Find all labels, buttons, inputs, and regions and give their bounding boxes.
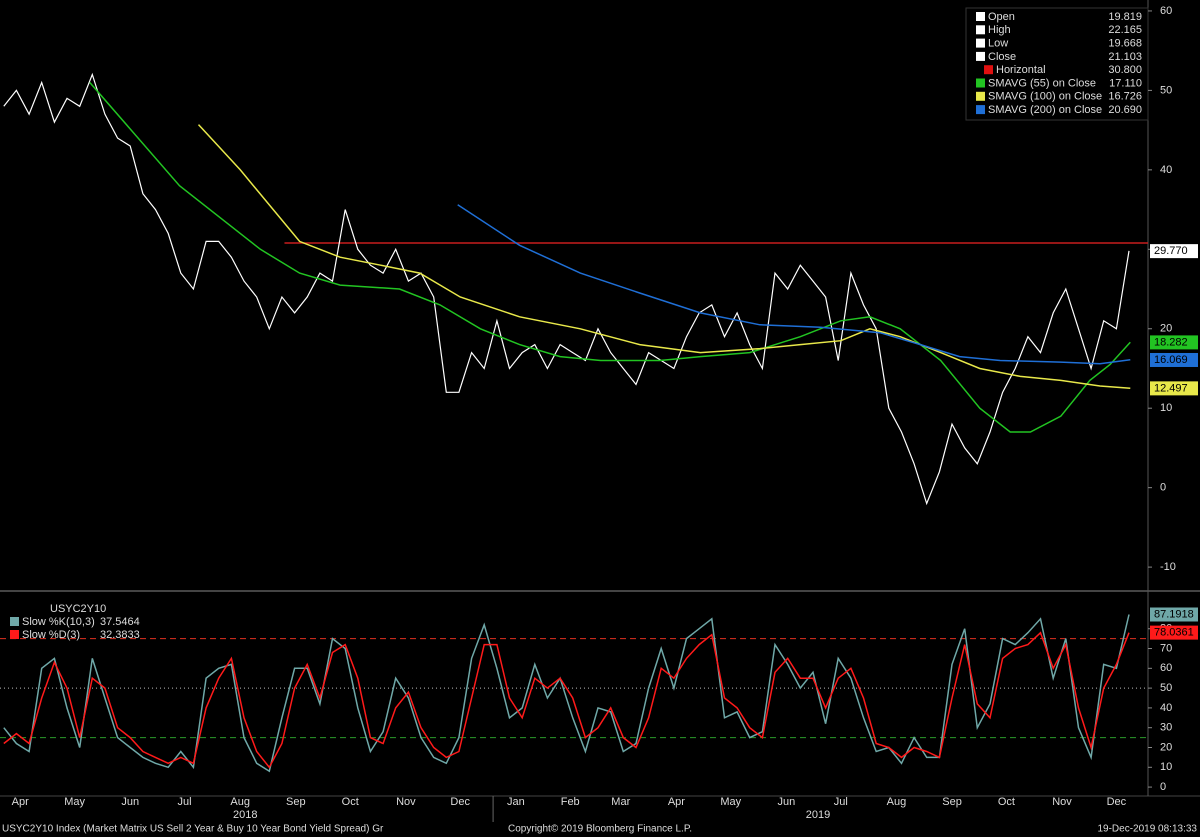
x-tick-label: Sep xyxy=(286,796,306,808)
series-line xyxy=(3,614,1130,773)
panel-title: USYC2Y10 xyxy=(50,603,106,615)
legend-swatch xyxy=(976,38,985,48)
value-tag-label: 29.770 xyxy=(1154,245,1188,257)
legend-name: Open xyxy=(988,11,1015,23)
x-tick-label: Feb xyxy=(561,796,580,808)
value-tag xyxy=(1150,335,1198,350)
legend-name: Horizontal xyxy=(996,64,1046,76)
value-tag xyxy=(1150,625,1198,640)
x-tick-label: Jun xyxy=(778,796,796,808)
legend-box xyxy=(965,7,1149,121)
y-tick-label: 10 xyxy=(1160,402,1172,414)
legend-swatch xyxy=(976,51,985,61)
legend-value: 22.165 xyxy=(1108,24,1142,36)
value-tag xyxy=(1150,244,1198,259)
y-tick-label: 50 xyxy=(1160,682,1172,694)
legend-swatch xyxy=(10,630,19,639)
value-tag-label: 16.069 xyxy=(1154,354,1188,366)
x-tick-label: Sep xyxy=(942,796,962,808)
legend-swatch xyxy=(976,25,985,35)
legend-name: High xyxy=(988,24,1011,36)
footer-date: 19-Dec-2019 08:13:33 xyxy=(1097,824,1197,835)
legend-name: SMAVG (200) on Close xyxy=(988,104,1102,116)
value-tag-label: 78.0361 xyxy=(1154,627,1194,639)
value-tag-label: 12.497 xyxy=(1154,382,1188,394)
x-tick-label: Dec xyxy=(1107,796,1127,808)
x-tick-label: Aug xyxy=(887,796,907,808)
footer-title: USYC2Y10 Index (Market Matrix US Sell 2 … xyxy=(2,824,384,835)
year-label: 2019 xyxy=(806,809,830,821)
legend-swatch xyxy=(976,105,985,115)
legend-value: 21.103 xyxy=(1108,51,1142,63)
legend-value: 20.690 xyxy=(1108,104,1142,116)
x-tick-label: Jan xyxy=(507,796,525,808)
legend-name: Close xyxy=(988,51,1016,63)
x-tick-label: May xyxy=(720,796,741,808)
legend-value: 19.668 xyxy=(1108,38,1142,50)
legend-name: Slow %K(10,3) xyxy=(22,616,95,628)
y-tick-label: 20 xyxy=(1160,741,1172,753)
x-tick-label: Oct xyxy=(342,796,359,808)
y-tick-label: 50 xyxy=(1160,84,1172,96)
x-tick-label: Nov xyxy=(396,796,416,808)
legend-swatch xyxy=(10,617,19,626)
x-tick-label: Aug xyxy=(230,796,250,808)
x-tick-label: Apr xyxy=(12,796,29,808)
y-tick-label: 60 xyxy=(1160,5,1172,17)
y-tick-label: -10 xyxy=(1160,561,1176,573)
series-line xyxy=(457,204,1131,365)
value-tag xyxy=(1150,381,1198,396)
y-tick-label: 20 xyxy=(1160,323,1172,335)
y-tick-label: 0 xyxy=(1160,781,1166,793)
legend-name: Slow %D(3) xyxy=(22,629,80,641)
legend-name: SMAVG (100) on Close xyxy=(988,91,1102,103)
y-tick-label: 0 xyxy=(1160,482,1166,494)
legend-swatch xyxy=(976,78,985,88)
y-tick-label: 70 xyxy=(1160,642,1172,654)
series-line xyxy=(3,631,1130,769)
x-tick-label: May xyxy=(64,796,85,808)
x-tick-label: Jul xyxy=(178,796,192,808)
x-tick-label: Jun xyxy=(121,796,139,808)
value-tag-label: 18.282 xyxy=(1154,336,1188,348)
copyright: Copyright© 2019 Bloomberg Finance L.P. xyxy=(508,824,692,835)
legend-value: 17.110 xyxy=(1109,77,1142,89)
y-tick-label: 40 xyxy=(1160,164,1172,176)
series-line xyxy=(89,82,1131,433)
x-tick-label: Mar xyxy=(611,796,630,808)
x-tick-label: Jul xyxy=(834,796,848,808)
y-tick-label: 10 xyxy=(1160,761,1172,773)
legend-value: 19.819 xyxy=(1108,11,1142,23)
x-tick-label: Nov xyxy=(1052,796,1072,808)
series-line xyxy=(197,124,1131,390)
x-tick-label: Dec xyxy=(450,796,470,808)
value-tag xyxy=(1150,607,1198,622)
legend-name: SMAVG (55) on Close xyxy=(988,77,1096,89)
series-line xyxy=(3,72,1130,506)
legend-value: 16.726 xyxy=(1108,91,1142,103)
legend-swatch xyxy=(984,65,993,75)
y-tick-label: 60 xyxy=(1160,662,1172,674)
year-label: 2018 xyxy=(233,809,257,821)
x-tick-label: Apr xyxy=(668,796,685,808)
value-tag xyxy=(1150,352,1198,367)
x-tick-label: Oct xyxy=(998,796,1015,808)
legend-value: 30.800 xyxy=(1108,64,1142,76)
legend-value: 32.3833 xyxy=(100,629,140,641)
y-tick-label: 30 xyxy=(1160,722,1172,734)
y-tick-label: 40 xyxy=(1160,702,1172,714)
legend-value: 37.5464 xyxy=(100,616,140,628)
legend-swatch xyxy=(976,91,985,101)
value-tag-label: 87.1918 xyxy=(1154,608,1194,620)
legend-name: Low xyxy=(988,38,1008,50)
legend-swatch xyxy=(976,12,985,21)
